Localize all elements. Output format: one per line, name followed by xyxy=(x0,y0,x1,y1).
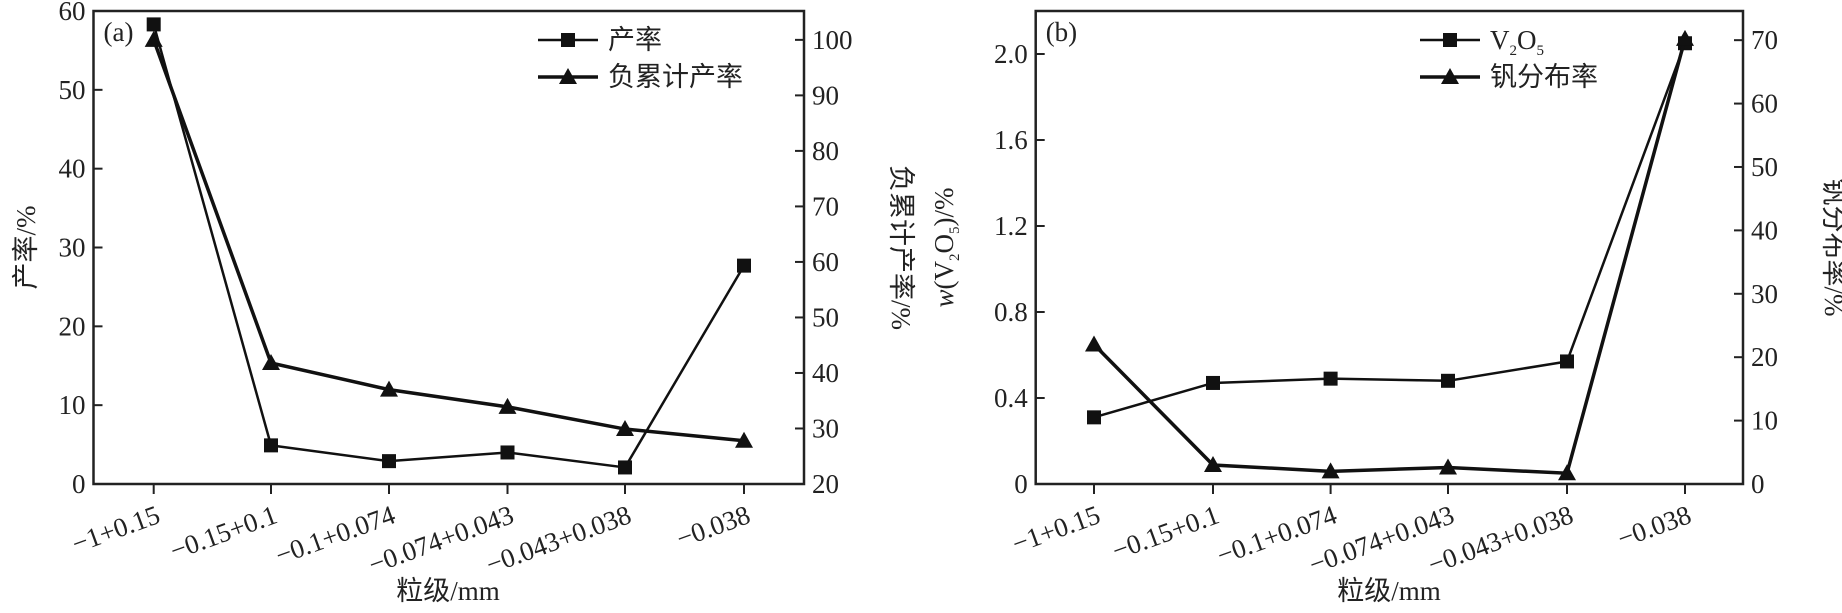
x-tick-label: −0.15+0.1 xyxy=(1108,499,1223,565)
y-right-tick-label: 50 xyxy=(812,302,839,332)
y-tick-label: 0.8 xyxy=(994,297,1028,327)
y-tick-label: 1.6 xyxy=(994,125,1028,155)
data-point-triangle xyxy=(1439,458,1457,475)
legend-label: V2​O5​ xyxy=(1490,25,1544,59)
legend-marker-square xyxy=(561,33,575,47)
panel-label: (a) xyxy=(104,17,134,47)
y-right-tick-label: 50 xyxy=(1751,152,1778,182)
y-axis-label: w(V2O5)/% xyxy=(929,188,963,308)
data-point-triangle xyxy=(380,380,398,397)
data-point-square xyxy=(1441,373,1455,388)
panel-a-yield-chart: 01020304050602030405060708090100−1+0.15−… xyxy=(11,0,916,606)
y-tick-label: 2.0 xyxy=(994,39,1028,69)
x-tick-label: −0.038 xyxy=(1613,499,1695,553)
data-point-triangle xyxy=(616,420,634,437)
data-point-triangle xyxy=(1085,335,1103,352)
y-right-tick-label: 60 xyxy=(1751,89,1778,119)
data-point-square xyxy=(1560,354,1574,369)
y-right-tick-label: 10 xyxy=(1751,406,1778,436)
y-tick-label: 30 xyxy=(59,233,86,263)
y-tick-label: 60 xyxy=(59,0,86,26)
y-tick-label: 0 xyxy=(72,469,86,499)
y-tick-label: 10 xyxy=(59,390,86,420)
data-point-square xyxy=(146,17,161,32)
data-point-square xyxy=(500,445,515,460)
y-right-tick-label: 30 xyxy=(812,413,839,443)
y-tick-label: 1.2 xyxy=(994,211,1028,241)
data-point-square xyxy=(264,438,278,453)
y-right-tick-label: 70 xyxy=(1751,25,1778,55)
data-point-triangle xyxy=(1558,464,1576,481)
data-point-square xyxy=(618,460,632,475)
data-point-square xyxy=(1206,375,1220,390)
y-tick-label: 20 xyxy=(59,311,86,341)
data-point-square xyxy=(382,454,396,469)
x-tick-label: −1+0.15 xyxy=(1008,499,1104,558)
y-right-tick-label: 30 xyxy=(1751,279,1778,309)
y-right-tick-label: 40 xyxy=(1751,215,1778,245)
legend-marker-square xyxy=(1443,33,1457,47)
y-axis-label: 产率/% xyxy=(11,206,41,290)
data-point-triangle xyxy=(498,397,517,414)
y-right-tick-label: 60 xyxy=(812,247,839,277)
data-point-triangle xyxy=(1676,29,1694,46)
plot-frame xyxy=(1034,9,1745,486)
data-point-triangle xyxy=(262,353,280,370)
data-point-square xyxy=(737,258,751,273)
legend-label: 负累计产率 xyxy=(608,62,743,92)
y-right-tick-label: 40 xyxy=(812,358,839,388)
data-point-triangle xyxy=(144,30,163,47)
x-axis-label: 粒级/mm xyxy=(1337,576,1441,606)
data-point-square xyxy=(1087,410,1101,425)
y-right-tick-label: 0 xyxy=(1751,469,1765,499)
y-right-tick-label: 80 xyxy=(812,136,839,166)
y-right-tick-label: 90 xyxy=(812,80,839,110)
y-right-tick-label: 100 xyxy=(812,25,853,55)
y-tick-label: 0.4 xyxy=(994,383,1028,413)
y-tick-label: 50 xyxy=(59,75,86,105)
panel-label: (b) xyxy=(1046,17,1077,47)
y-tick-label: 40 xyxy=(59,154,86,184)
data-point-triangle xyxy=(1321,462,1340,479)
legend-label: 产率 xyxy=(608,25,662,55)
x-tick-label: −0.15+0.1 xyxy=(166,499,281,565)
data-point-triangle xyxy=(735,431,753,448)
series-line-triangle xyxy=(1092,38,1687,476)
y-right-tick-label: 20 xyxy=(812,469,839,499)
y-right-axis-label: 钒分布率/% xyxy=(1819,179,1842,317)
series-line-square xyxy=(152,24,746,469)
x-tick-label: −1+0.15 xyxy=(68,499,164,558)
legend-label: 钒分布率 xyxy=(1490,62,1598,92)
y-tick-label: 0 xyxy=(1014,469,1028,499)
legend-marker-triangle xyxy=(1441,68,1459,84)
y-right-tick-label: 20 xyxy=(1751,342,1778,372)
y-right-tick-label: 70 xyxy=(812,191,839,221)
x-tick-label: −0.038 xyxy=(672,499,754,553)
series-line-square xyxy=(1093,42,1687,419)
x-axis-label: 粒级/mm xyxy=(396,576,500,606)
legend-marker-triangle xyxy=(559,68,577,84)
data-point-triangle xyxy=(1204,455,1222,472)
y-right-axis-label: 负累计产率/% xyxy=(886,165,916,330)
series-line-triangle xyxy=(152,39,745,443)
data-point-square xyxy=(1323,371,1338,386)
